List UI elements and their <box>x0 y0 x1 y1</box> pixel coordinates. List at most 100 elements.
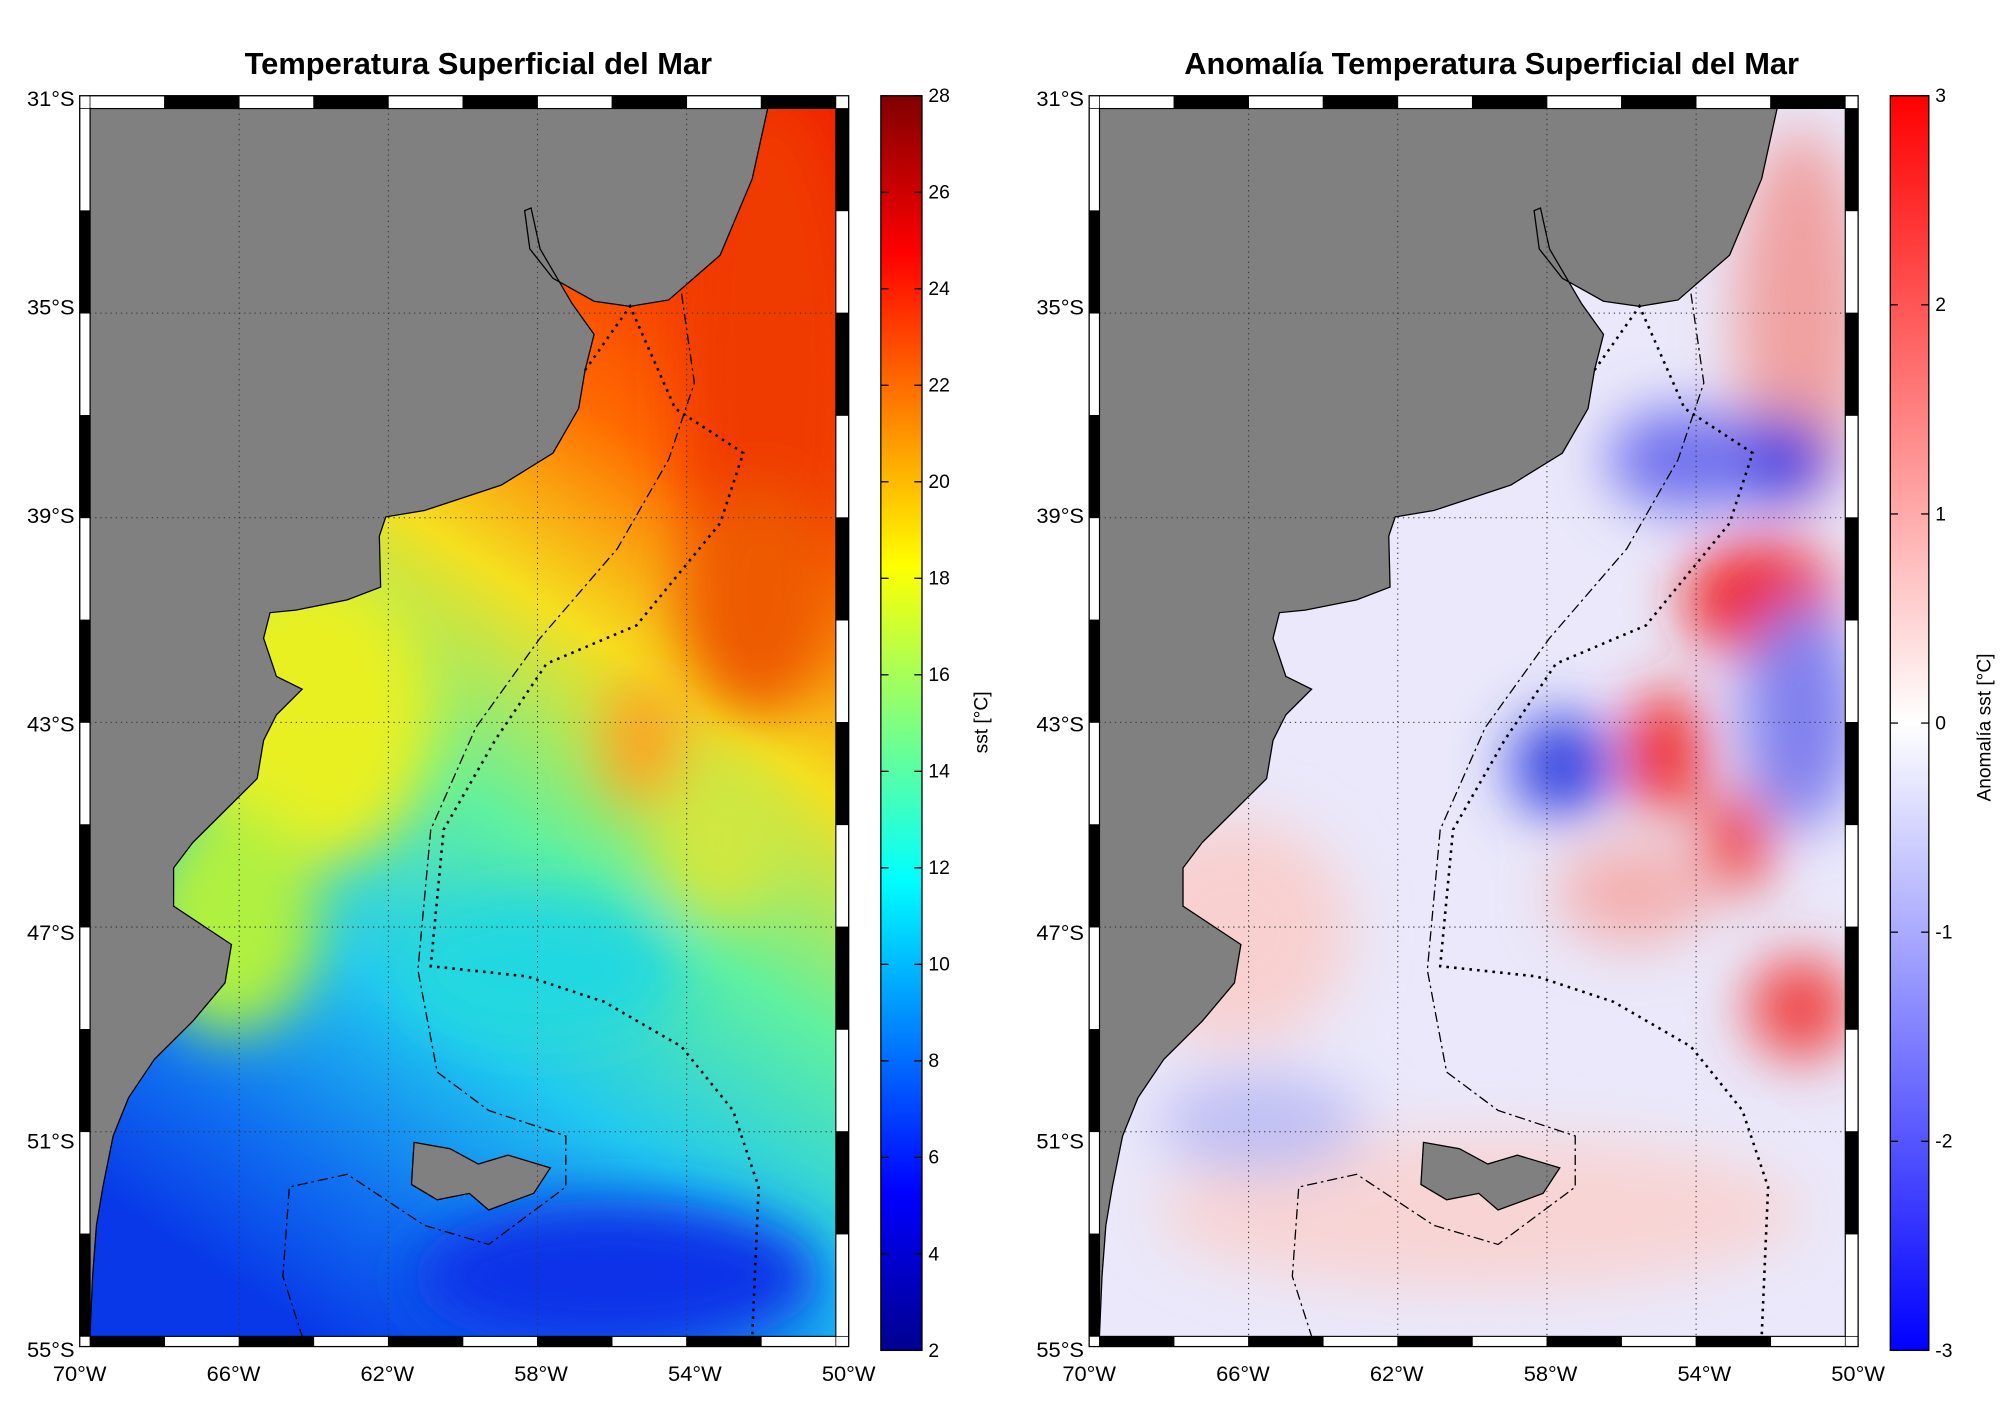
frame-segment <box>835 1131 850 1235</box>
colorbar-sst <box>880 95 923 1352</box>
colorbar-tick-label: 18 <box>928 569 949 590</box>
frame-segment <box>313 1335 389 1347</box>
colorbar-tick-label: 12 <box>928 858 949 879</box>
colorbar-tick-label: 3 <box>1935 86 1946 107</box>
frame-segment <box>1248 95 1324 109</box>
y-tick-label: 35°S <box>1036 294 1084 319</box>
y-tick-label: 43°S <box>1036 711 1084 736</box>
frame-segment <box>760 1335 837 1347</box>
frame-segment <box>79 108 91 212</box>
colorbar-tick-label: -1 <box>1935 923 1952 944</box>
frame-segment <box>1088 415 1100 519</box>
frame-segment <box>686 1335 762 1347</box>
frame-segment <box>835 619 850 723</box>
frame-segment <box>1099 1335 1175 1347</box>
frame-segment <box>79 312 91 416</box>
x-tick-label: 58°W <box>514 1361 568 1386</box>
frame-segment <box>79 619 91 723</box>
frame-segment <box>835 312 850 416</box>
colorbar-tick-label: 22 <box>928 376 949 397</box>
frame-segment <box>1397 1335 1473 1347</box>
frame-segment <box>1770 1335 1846 1347</box>
frame-segment <box>1844 926 1859 1030</box>
frame-segment <box>1471 95 1548 109</box>
frame-segment <box>238 1335 315 1347</box>
frame-segment <box>1844 415 1859 519</box>
frame-segment <box>238 95 315 109</box>
frame-segment <box>1844 210 1859 314</box>
frame-segment <box>1088 1233 1100 1337</box>
frame-segment <box>686 95 762 109</box>
map-inner-frame <box>1098 107 1846 1337</box>
frame-segment <box>79 210 91 314</box>
y-tick-label: 39°S <box>27 503 75 528</box>
y-tick-label: 31°S <box>27 86 75 111</box>
frame-segment <box>1770 95 1846 109</box>
x-tick-label: 66°W <box>207 1361 261 1386</box>
colorbar-tick-label: 20 <box>928 472 949 493</box>
frame-segment <box>79 517 91 621</box>
frame-segment <box>462 95 538 109</box>
frame-segment <box>1621 95 1697 109</box>
map-frame <box>79 95 850 1348</box>
y-tick-label: 55°S <box>27 1337 75 1362</box>
frame-segment <box>79 415 91 519</box>
x-tick-label: 50°W <box>822 1361 876 1386</box>
colorbar-tick-label: 0 <box>1935 714 1946 735</box>
colorbar-tick-label: 2 <box>1935 295 1946 316</box>
frame-segment <box>1322 95 1399 109</box>
frame-segment <box>79 926 91 1030</box>
colorbar-tick-label: 24 <box>928 279 950 300</box>
frame-segment <box>1695 95 1772 109</box>
frame-segment <box>537 95 613 109</box>
x-tick-label: 70°W <box>1062 1361 1116 1386</box>
y-tick-label: 51°S <box>1036 1128 1084 1153</box>
colorbar-tick-label: -3 <box>1935 1341 1952 1362</box>
frame-segment <box>1844 824 1859 928</box>
frame-segment <box>1844 1233 1859 1337</box>
frame-segment <box>1099 95 1175 109</box>
frame-segment <box>835 722 850 826</box>
land-mask <box>1099 108 1778 1337</box>
map-frame <box>1088 95 1859 1348</box>
colorbar-tick-label: 1 <box>1935 504 1946 525</box>
x-tick-label: 62°W <box>360 1361 414 1386</box>
colorbar-tick-label: -2 <box>1935 1132 1952 1153</box>
frame-segment <box>79 722 91 826</box>
x-tick-label: 70°W <box>53 1361 107 1386</box>
frame-segment <box>164 95 240 109</box>
frame-segment <box>835 108 850 212</box>
frame-segment <box>1088 312 1100 416</box>
x-tick-label: 58°W <box>1524 1361 1578 1386</box>
x-tick-label: 50°W <box>1831 1361 1885 1386</box>
frame-segment <box>1844 312 1859 416</box>
frame-segment <box>1088 926 1100 1030</box>
frame-segment <box>1088 722 1100 826</box>
x-tick-label: 54°W <box>1677 1361 1731 1386</box>
frame-segment <box>1173 95 1249 109</box>
frame-segment <box>1088 210 1100 314</box>
frame-segment <box>1088 1029 1100 1133</box>
colorbar-tick-label: 14 <box>928 762 950 783</box>
frame-segment <box>79 1131 91 1235</box>
frame-segment <box>835 517 850 621</box>
frame-segment <box>79 1233 91 1337</box>
frame-segment <box>835 1029 850 1133</box>
chart-title: Anomalía Temperatura Superficial del Mar <box>1184 46 1799 81</box>
chart-title: Temperatura Superficial del Mar <box>245 46 712 81</box>
frame-segment <box>1088 517 1100 621</box>
frame-segment <box>1621 1335 1697 1347</box>
map-inner-frame <box>89 107 837 1337</box>
y-tick-label: 31°S <box>1036 86 1084 111</box>
colorbar-tick-label: 28 <box>928 86 949 107</box>
frame-segment <box>1695 1335 1772 1347</box>
y-tick-label: 51°S <box>27 1128 75 1153</box>
frame-segment <box>313 95 389 109</box>
y-tick-label: 55°S <box>1036 1337 1084 1362</box>
sst-map-panel: Temperatura Superficial del Mar <box>90 46 836 1337</box>
frame-segment <box>835 926 850 1030</box>
frame-segment <box>79 1029 91 1133</box>
x-tick-label: 66°W <box>1216 1361 1270 1386</box>
colorbar-tick-label: 8 <box>928 1051 939 1072</box>
anomaly-field <box>1099 108 1846 1337</box>
